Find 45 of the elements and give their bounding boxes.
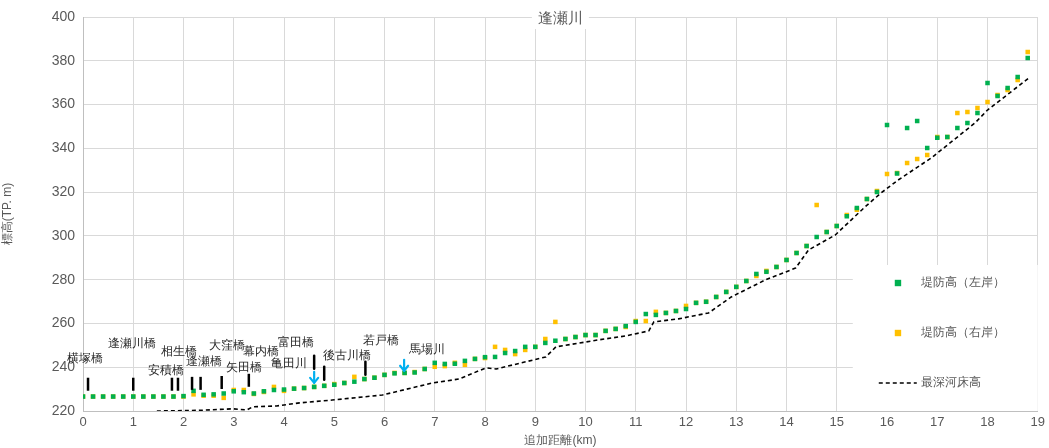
y-tick-label: 360	[51, 95, 76, 112]
y-tick-label: 300	[51, 226, 76, 243]
x-tick-label: 1	[129, 414, 137, 430]
annotation: 亀田川	[271, 356, 308, 371]
x-tick-label: 5	[330, 414, 338, 430]
annotation: 安積橋	[147, 363, 184, 378]
x-tick-label: 9	[531, 414, 539, 430]
x-tick-label: 12	[678, 414, 694, 430]
y-tick-label: 380	[51, 51, 76, 68]
x-tick-label: 4	[280, 414, 288, 430]
annotation: 大窪橋	[208, 338, 245, 353]
x-tick-label: 0	[79, 414, 87, 430]
x-tick-label: 2	[179, 414, 188, 430]
x-tick-label: 8	[481, 414, 489, 430]
annotation: 若戸橋	[363, 333, 400, 348]
y-tick-label: 340	[51, 139, 76, 156]
x-tick-label: 18	[980, 414, 995, 430]
annotation: 逢瀬川橋	[108, 336, 157, 351]
x-tick-label: 15	[829, 414, 844, 430]
x-tick-label: 11	[629, 414, 643, 430]
annotation: 逢瀬橋	[186, 354, 223, 369]
legend-label: 堤防高（左岸）	[919, 275, 1005, 290]
y-tick-label: 320	[51, 182, 76, 199]
chart-title: 逢瀬川	[537, 9, 583, 27]
x-axis-title: 追加距離(km)	[524, 433, 597, 448]
y-tick-label: 260	[51, 314, 76, 331]
x-tick-label: 3	[230, 414, 238, 430]
x-tick-label: 16	[879, 414, 895, 430]
x-tick-label: 10	[578, 414, 593, 430]
y-tick-label: 220	[51, 401, 76, 418]
x-tick-label: 7	[431, 414, 439, 430]
x-tick-label: 19	[1030, 414, 1045, 430]
annotation: 後古川橋	[323, 348, 372, 363]
y-tick-label: 280	[51, 270, 76, 287]
x-tick-label: 14	[779, 414, 794, 430]
legend-label: 最深河床高	[920, 375, 981, 390]
annotation: 矢田橋	[225, 360, 262, 375]
x-tick-label: 17	[930, 414, 945, 430]
legend-label: 堤防高（右岸）	[919, 325, 1005, 340]
x-tick-label: 6	[380, 414, 389, 430]
x-tick-label: 13	[729, 414, 744, 430]
y-axis-title: 標高(TP. m)	[0, 182, 14, 246]
annotation: 富田橋	[278, 335, 315, 350]
annotation: 馬場川	[408, 342, 446, 357]
y-tick-label: 400	[51, 7, 76, 24]
